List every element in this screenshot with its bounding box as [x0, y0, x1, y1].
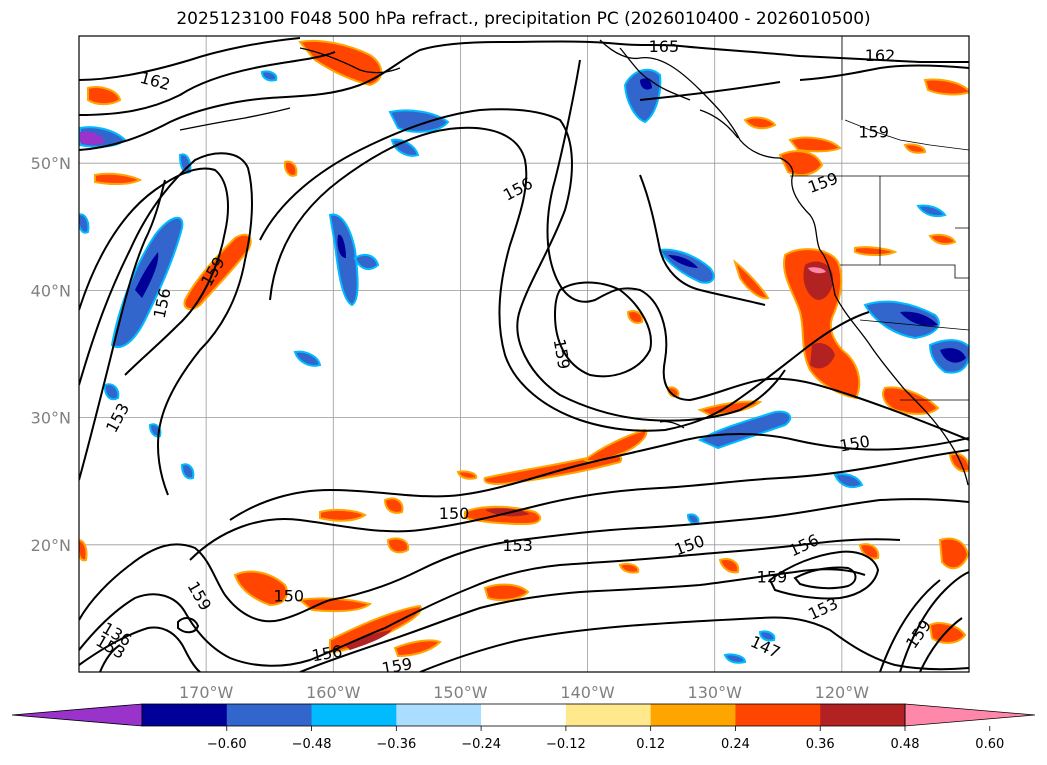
precip-negative-shading: [79, 68, 969, 664]
precip-positive-shading: [79, 39, 969, 658]
contour-label-11: 150: [439, 504, 470, 523]
colorbar-tick-label-7: 0.36: [806, 737, 835, 752]
latitude-axis: 50°N 40°N 30°N 20°N: [31, 154, 71, 555]
colorbar-segment-6: [650, 704, 736, 726]
colorbar-outline: [141, 703, 906, 727]
colorbar-segment-0: [142, 704, 228, 726]
colorbar-segment-5: [565, 704, 652, 726]
contour-label-3: 159: [858, 122, 889, 141]
contour-label-1: 162: [865, 46, 896, 65]
lat-tick-label-0: 50°N: [31, 154, 71, 173]
map-title: 2025123100 F048 500 hPa refract., precip…: [176, 9, 871, 29]
colorbar-extend-low: [11, 703, 143, 727]
colorbar-tick-label-4: −0.12: [546, 737, 586, 752]
lon-tick-label-3: 140°W: [560, 683, 615, 702]
lon-tick-label-2: 150°W: [433, 683, 488, 702]
colorbar-segment-1: [226, 704, 313, 726]
contour-value: 153: [502, 536, 533, 555]
borders: [790, 36, 969, 401]
contour-value: 165: [649, 37, 680, 56]
map-frame: [78, 35, 970, 673]
colorbar-tick-label-5: 0.12: [636, 737, 665, 752]
longitude-axis: 170°W 160°W 150°W 140°W 130°W 120°W: [179, 683, 869, 702]
contour-value: 162: [865, 46, 896, 65]
lat-tick-label-2: 30°N: [31, 409, 71, 428]
colorbar-tick-label-2: −0.36: [376, 737, 416, 752]
colorbar-tick-label-8: 0.48: [891, 737, 920, 752]
lat-tick-label-1: 40°N: [31, 281, 71, 300]
colorbar-segment-4: [481, 704, 567, 726]
contour-value: 159: [757, 568, 788, 587]
lon-tick-label-0: 170°W: [179, 683, 234, 702]
colorbar-tick-label-6: 0.24: [721, 737, 750, 752]
coastlines: [179, 39, 969, 486]
contour-value: 159: [858, 122, 889, 141]
colorbar-tick-label-3: −0.24: [461, 737, 501, 752]
colorbar: −0.60 −0.48 −0.36 −0.24 −0.12 0.12 0.24 0.36 0.4…: [11, 703, 1036, 752]
contour-label-16: 150: [274, 587, 305, 606]
lon-tick-label-5: 120°W: [815, 683, 870, 702]
colorbar-tick-label-0: −0.60: [207, 737, 247, 752]
contour-label-15: 159: [757, 568, 788, 587]
lat-tick-label-3: 20°N: [31, 536, 71, 555]
colorbar-tick-label-1: −0.48: [292, 737, 332, 752]
colorbar-segment-7: [735, 704, 821, 726]
contour-label-2: 165: [649, 37, 680, 56]
contour-value: 159: [380, 654, 413, 678]
refractivity-contours: [79, 37, 969, 672]
colorbar-segment-8: [820, 704, 906, 726]
colorbar-tick-label-9: 0.60: [975, 737, 1004, 752]
contour-value: 150: [439, 504, 470, 523]
contour-value: 150: [274, 587, 305, 606]
colorbar-segment-2: [311, 704, 397, 726]
lon-tick-label-4: 130°W: [688, 683, 743, 702]
colorbar-segment-3: [396, 704, 482, 726]
colorbar-extend-high: [904, 703, 1036, 727]
lon-tick-label-1: 160°W: [306, 683, 361, 702]
contour-label-22: 159: [380, 654, 413, 678]
contour-label-12: 153: [502, 536, 533, 555]
